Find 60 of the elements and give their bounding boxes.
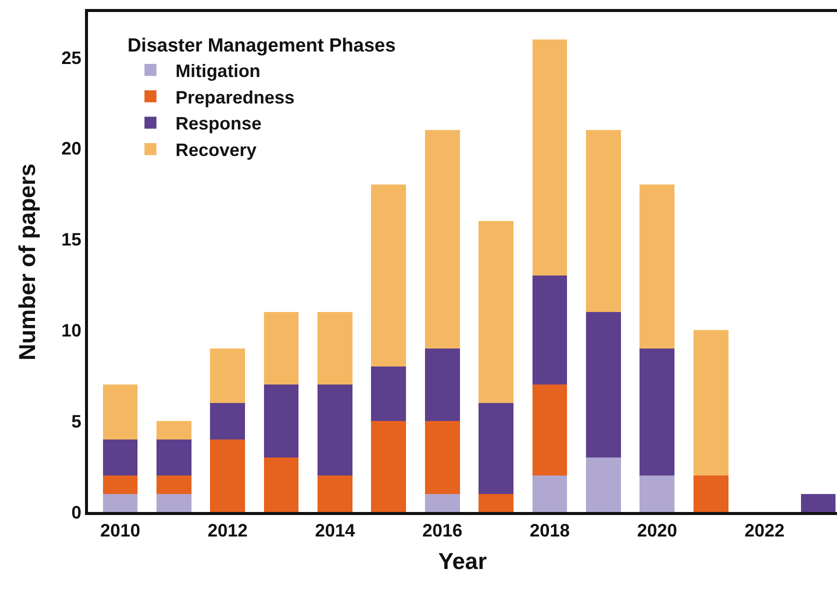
y-tick-label: 25 bbox=[61, 48, 82, 68]
bar bbox=[156, 494, 192, 512]
bar bbox=[156, 421, 192, 440]
bar bbox=[478, 221, 514, 403]
bar bbox=[264, 384, 299, 458]
y-axis-title: Number of papers bbox=[14, 164, 40, 360]
bar bbox=[532, 276, 568, 385]
x-tick-label: 2010 bbox=[100, 520, 140, 541]
bar bbox=[156, 476, 192, 494]
bar bbox=[371, 184, 406, 367]
bar bbox=[532, 39, 568, 276]
y-tick-label: 15 bbox=[61, 230, 82, 250]
bar bbox=[478, 494, 514, 512]
x-tick-label: 2012 bbox=[208, 520, 248, 541]
legend-label: Preparedness bbox=[175, 87, 295, 108]
bar bbox=[586, 130, 621, 312]
x-tick-label: 2014 bbox=[314, 520, 356, 541]
x-axis-title: Year bbox=[438, 548, 487, 574]
x-tick-label: 2016 bbox=[422, 520, 462, 541]
bar bbox=[693, 476, 728, 512]
bar bbox=[586, 457, 621, 512]
y-tick-label: 10 bbox=[61, 320, 82, 340]
bar bbox=[210, 348, 246, 403]
bar bbox=[424, 494, 460, 512]
bar bbox=[424, 130, 460, 348]
bar bbox=[210, 439, 246, 512]
x-tick-label: 2022 bbox=[744, 520, 785, 541]
bar bbox=[102, 384, 138, 440]
y-tick-label: 0 bbox=[71, 502, 82, 522]
bar bbox=[156, 439, 192, 476]
bar bbox=[424, 421, 460, 494]
bar bbox=[102, 439, 138, 476]
bar bbox=[800, 494, 836, 512]
x-tick-label: 2018 bbox=[530, 520, 570, 541]
bar bbox=[264, 457, 299, 512]
bar bbox=[371, 366, 406, 422]
bar bbox=[532, 476, 568, 512]
legend-label: Mitigation bbox=[175, 60, 260, 81]
bar bbox=[640, 184, 675, 348]
bar bbox=[210, 402, 246, 440]
bar bbox=[371, 421, 406, 512]
bar bbox=[318, 384, 352, 476]
bar bbox=[264, 312, 299, 385]
bar bbox=[424, 348, 460, 422]
bar bbox=[318, 312, 352, 385]
bar bbox=[640, 476, 675, 512]
y-tick-label: 20 bbox=[61, 138, 82, 159]
x-tick-label: 2020 bbox=[637, 520, 678, 541]
bar bbox=[478, 402, 514, 494]
legend-label: Recovery bbox=[175, 140, 257, 160]
bar bbox=[532, 384, 568, 476]
bar bbox=[102, 476, 138, 494]
bar bbox=[318, 476, 352, 512]
y-tick-label: 5 bbox=[71, 411, 82, 432]
legend-label: Response bbox=[175, 114, 262, 134]
bar bbox=[640, 348, 675, 476]
bar bbox=[102, 494, 138, 512]
bar bbox=[693, 330, 728, 476]
legend-title: Disaster Management Phases bbox=[127, 36, 396, 57]
bar bbox=[586, 312, 621, 458]
